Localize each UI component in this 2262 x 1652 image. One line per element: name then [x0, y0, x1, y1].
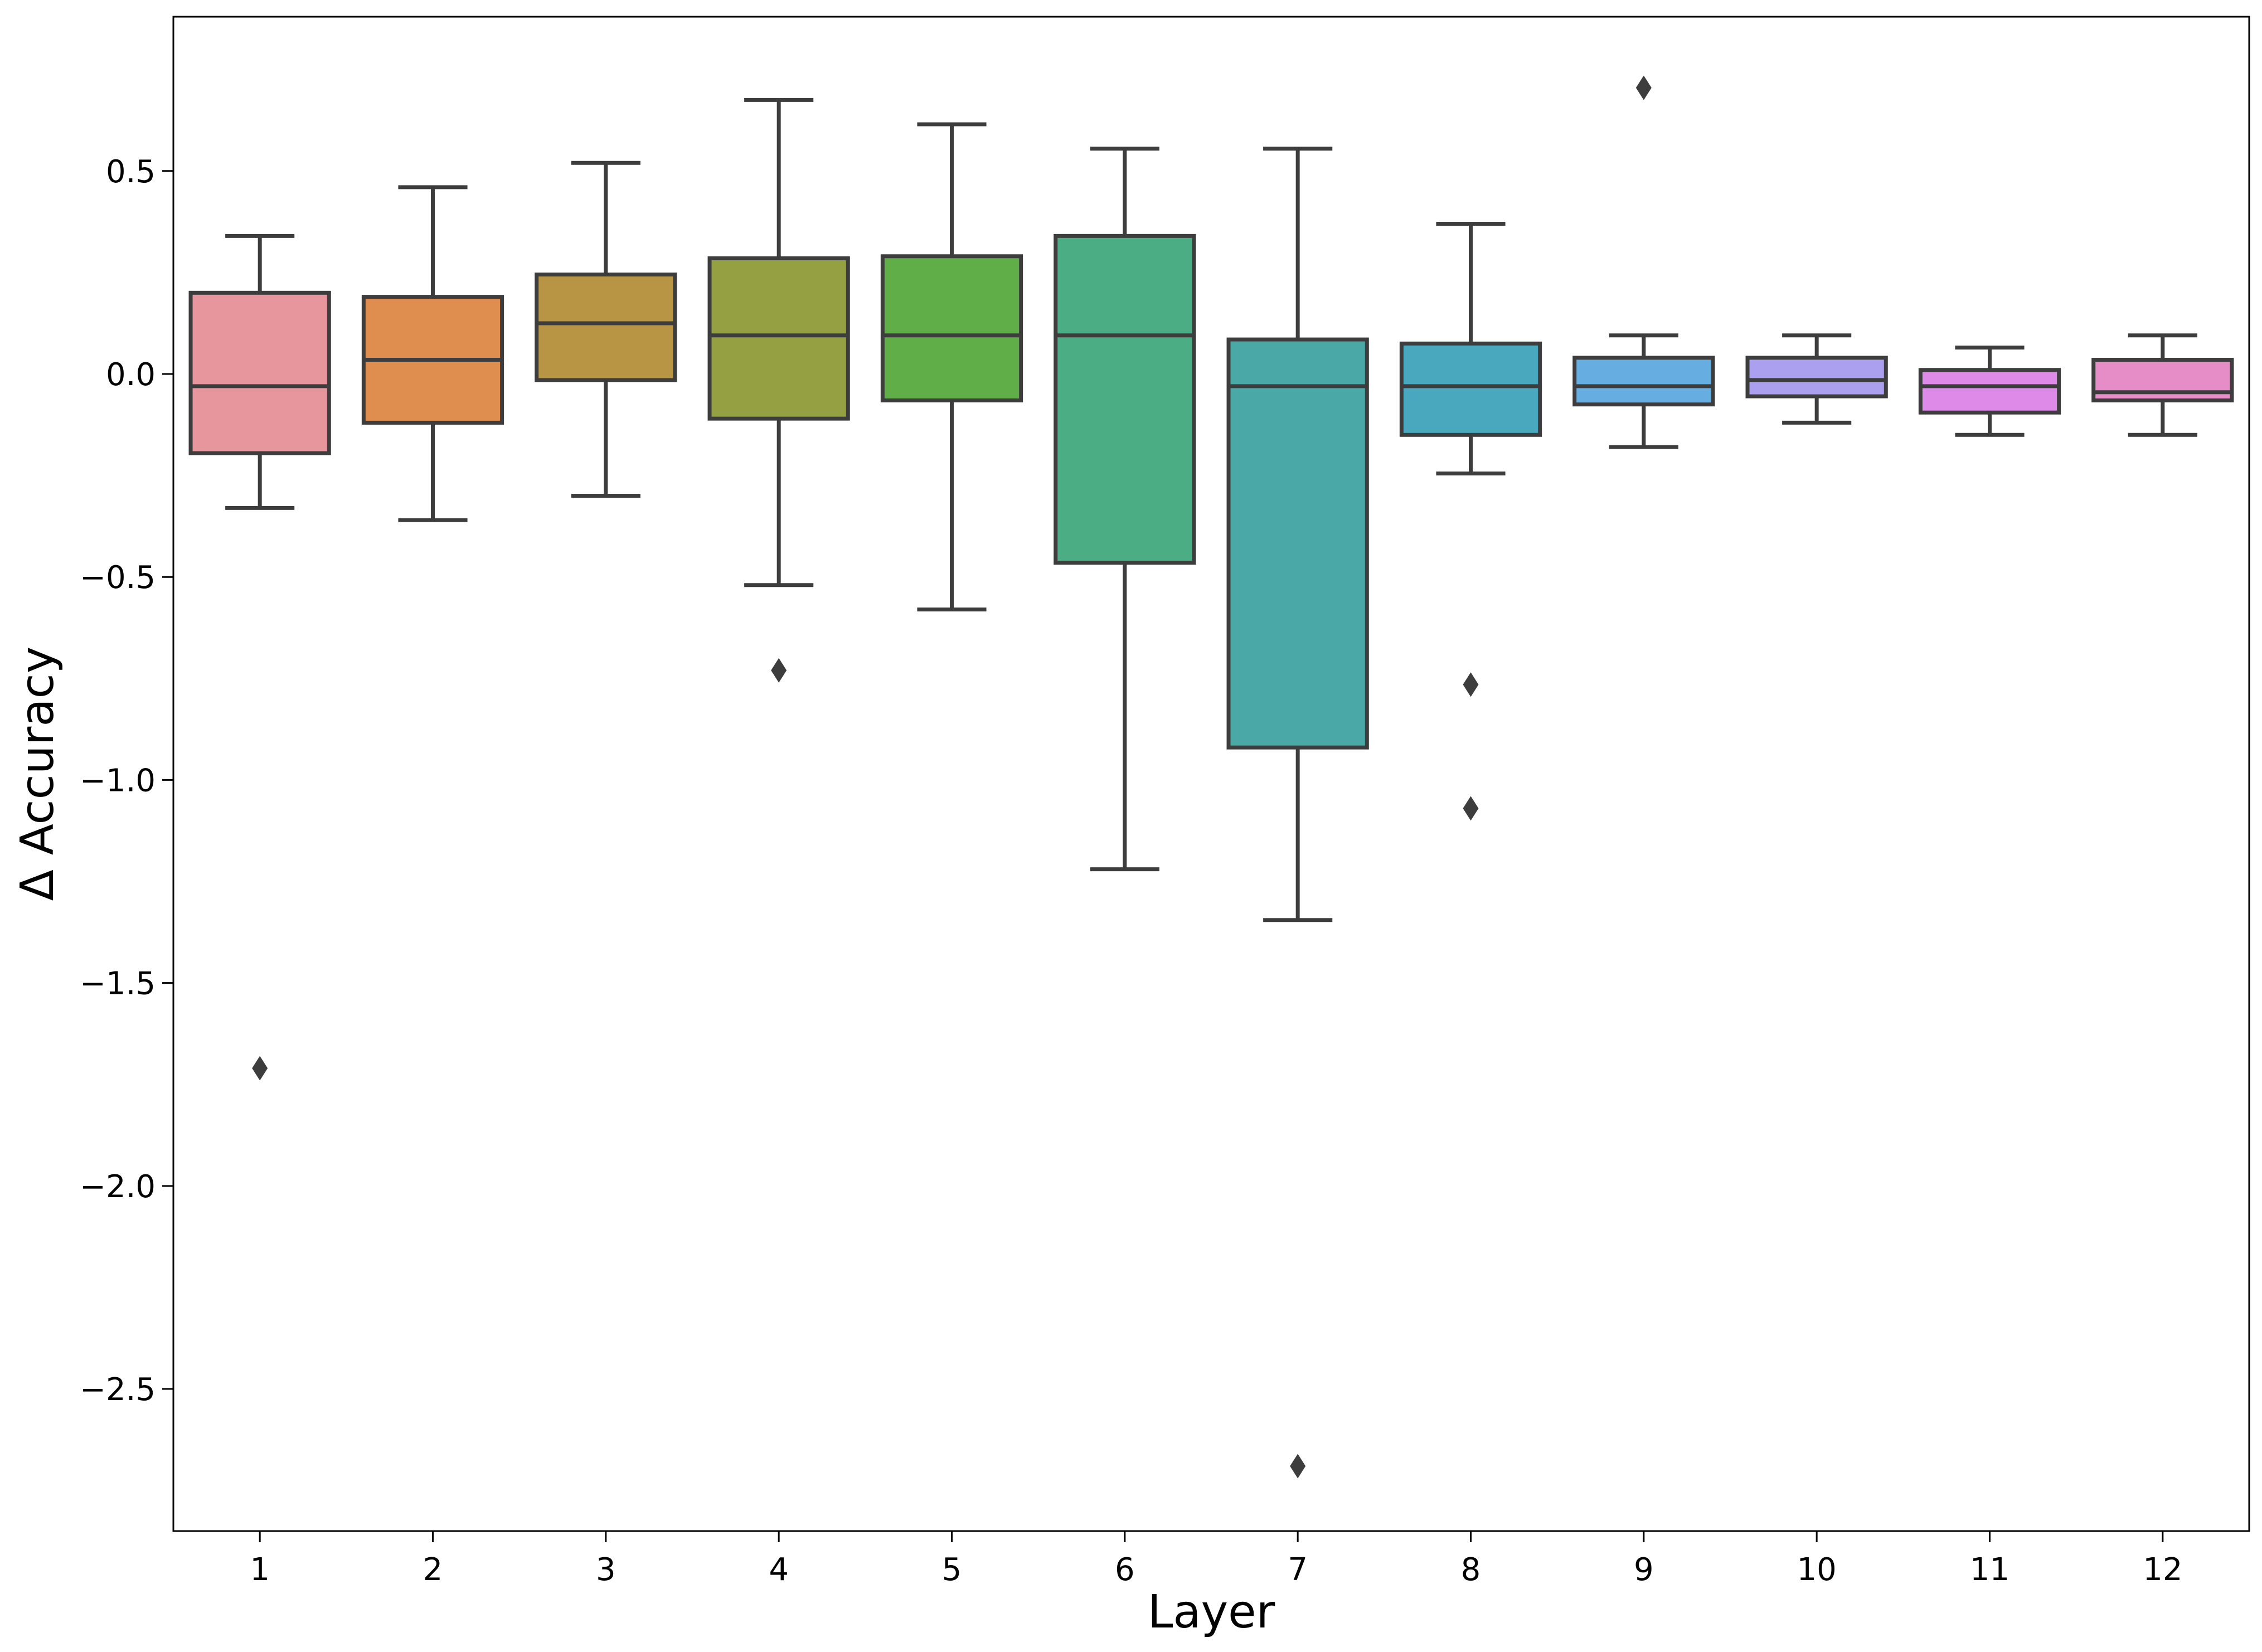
box-layer-7	[1226, 147, 1369, 1479]
x-tick-label: 7	[1288, 1552, 1308, 1588]
boxes-layer	[188, 75, 2234, 1479]
box-layer-11	[1918, 346, 2061, 437]
outlier-point	[1290, 1454, 1306, 1479]
iqr-box	[1918, 368, 2061, 415]
box-layer-5	[880, 122, 1023, 611]
y-tick-label: −2.0	[80, 1169, 156, 1205]
x-tick-label: 12	[2143, 1552, 2182, 1588]
iqr-box	[188, 290, 331, 455]
box-layer-9	[1572, 75, 1715, 449]
iqr-box	[880, 254, 1023, 402]
outlier-point	[771, 658, 787, 683]
y-tick-label: 0.5	[106, 154, 156, 190]
iqr-box	[535, 273, 677, 382]
x-tick-label: 9	[1634, 1552, 1654, 1588]
iqr-box	[1399, 341, 1542, 437]
y-axis-title: Δ Accuracy	[11, 647, 64, 901]
box-layer-2	[361, 185, 504, 522]
outlier-point	[1463, 796, 1479, 821]
plot-frame	[172, 16, 2250, 1532]
x-tick-label: 6	[1115, 1552, 1135, 1588]
x-axis-ticks: 1 2 3 4 5 6 7 8 9 10 11 12	[250, 1531, 2182, 1588]
x-tick-label: 2	[423, 1552, 443, 1588]
y-tick-label: −0.5	[80, 560, 156, 596]
x-tick-label: 4	[769, 1552, 789, 1588]
y-tick-label: −1.5	[80, 966, 156, 1002]
iqr-box	[2091, 358, 2234, 402]
x-tick-label: 8	[1461, 1552, 1481, 1588]
box-layer-6	[1054, 147, 1196, 872]
box-layer-8	[1399, 221, 1542, 821]
x-tick-label: 11	[1970, 1552, 2009, 1588]
x-tick-label: 5	[942, 1552, 962, 1588]
box-layer-4	[707, 98, 850, 683]
x-axis-title: Layer	[1148, 1586, 1275, 1639]
iqr-box	[1745, 356, 1888, 399]
box-layer-10	[1745, 333, 1888, 425]
outlier-point	[1635, 75, 1652, 100]
box-layer-1	[188, 234, 331, 1081]
box-layer-12	[2091, 333, 2234, 437]
outlier-point	[252, 1056, 268, 1081]
x-tick-label: 10	[1797, 1552, 1837, 1588]
y-axis-ticks: 0.5 0.0 −0.5 −1.0 −1.5 −2.0 −2.5	[80, 154, 173, 1408]
iqr-box	[707, 256, 850, 421]
y-tick-label: −1.0	[80, 762, 156, 799]
x-tick-label: 1	[250, 1552, 270, 1588]
iqr-box	[1226, 337, 1369, 750]
x-tick-label: 3	[596, 1552, 616, 1588]
outlier-point	[1463, 672, 1479, 697]
iqr-box	[1054, 234, 1196, 565]
y-tick-label: −2.5	[80, 1372, 156, 1408]
box-layer-3	[535, 161, 677, 498]
y-tick-label: 0.0	[106, 357, 156, 393]
iqr-box	[1572, 356, 1715, 407]
